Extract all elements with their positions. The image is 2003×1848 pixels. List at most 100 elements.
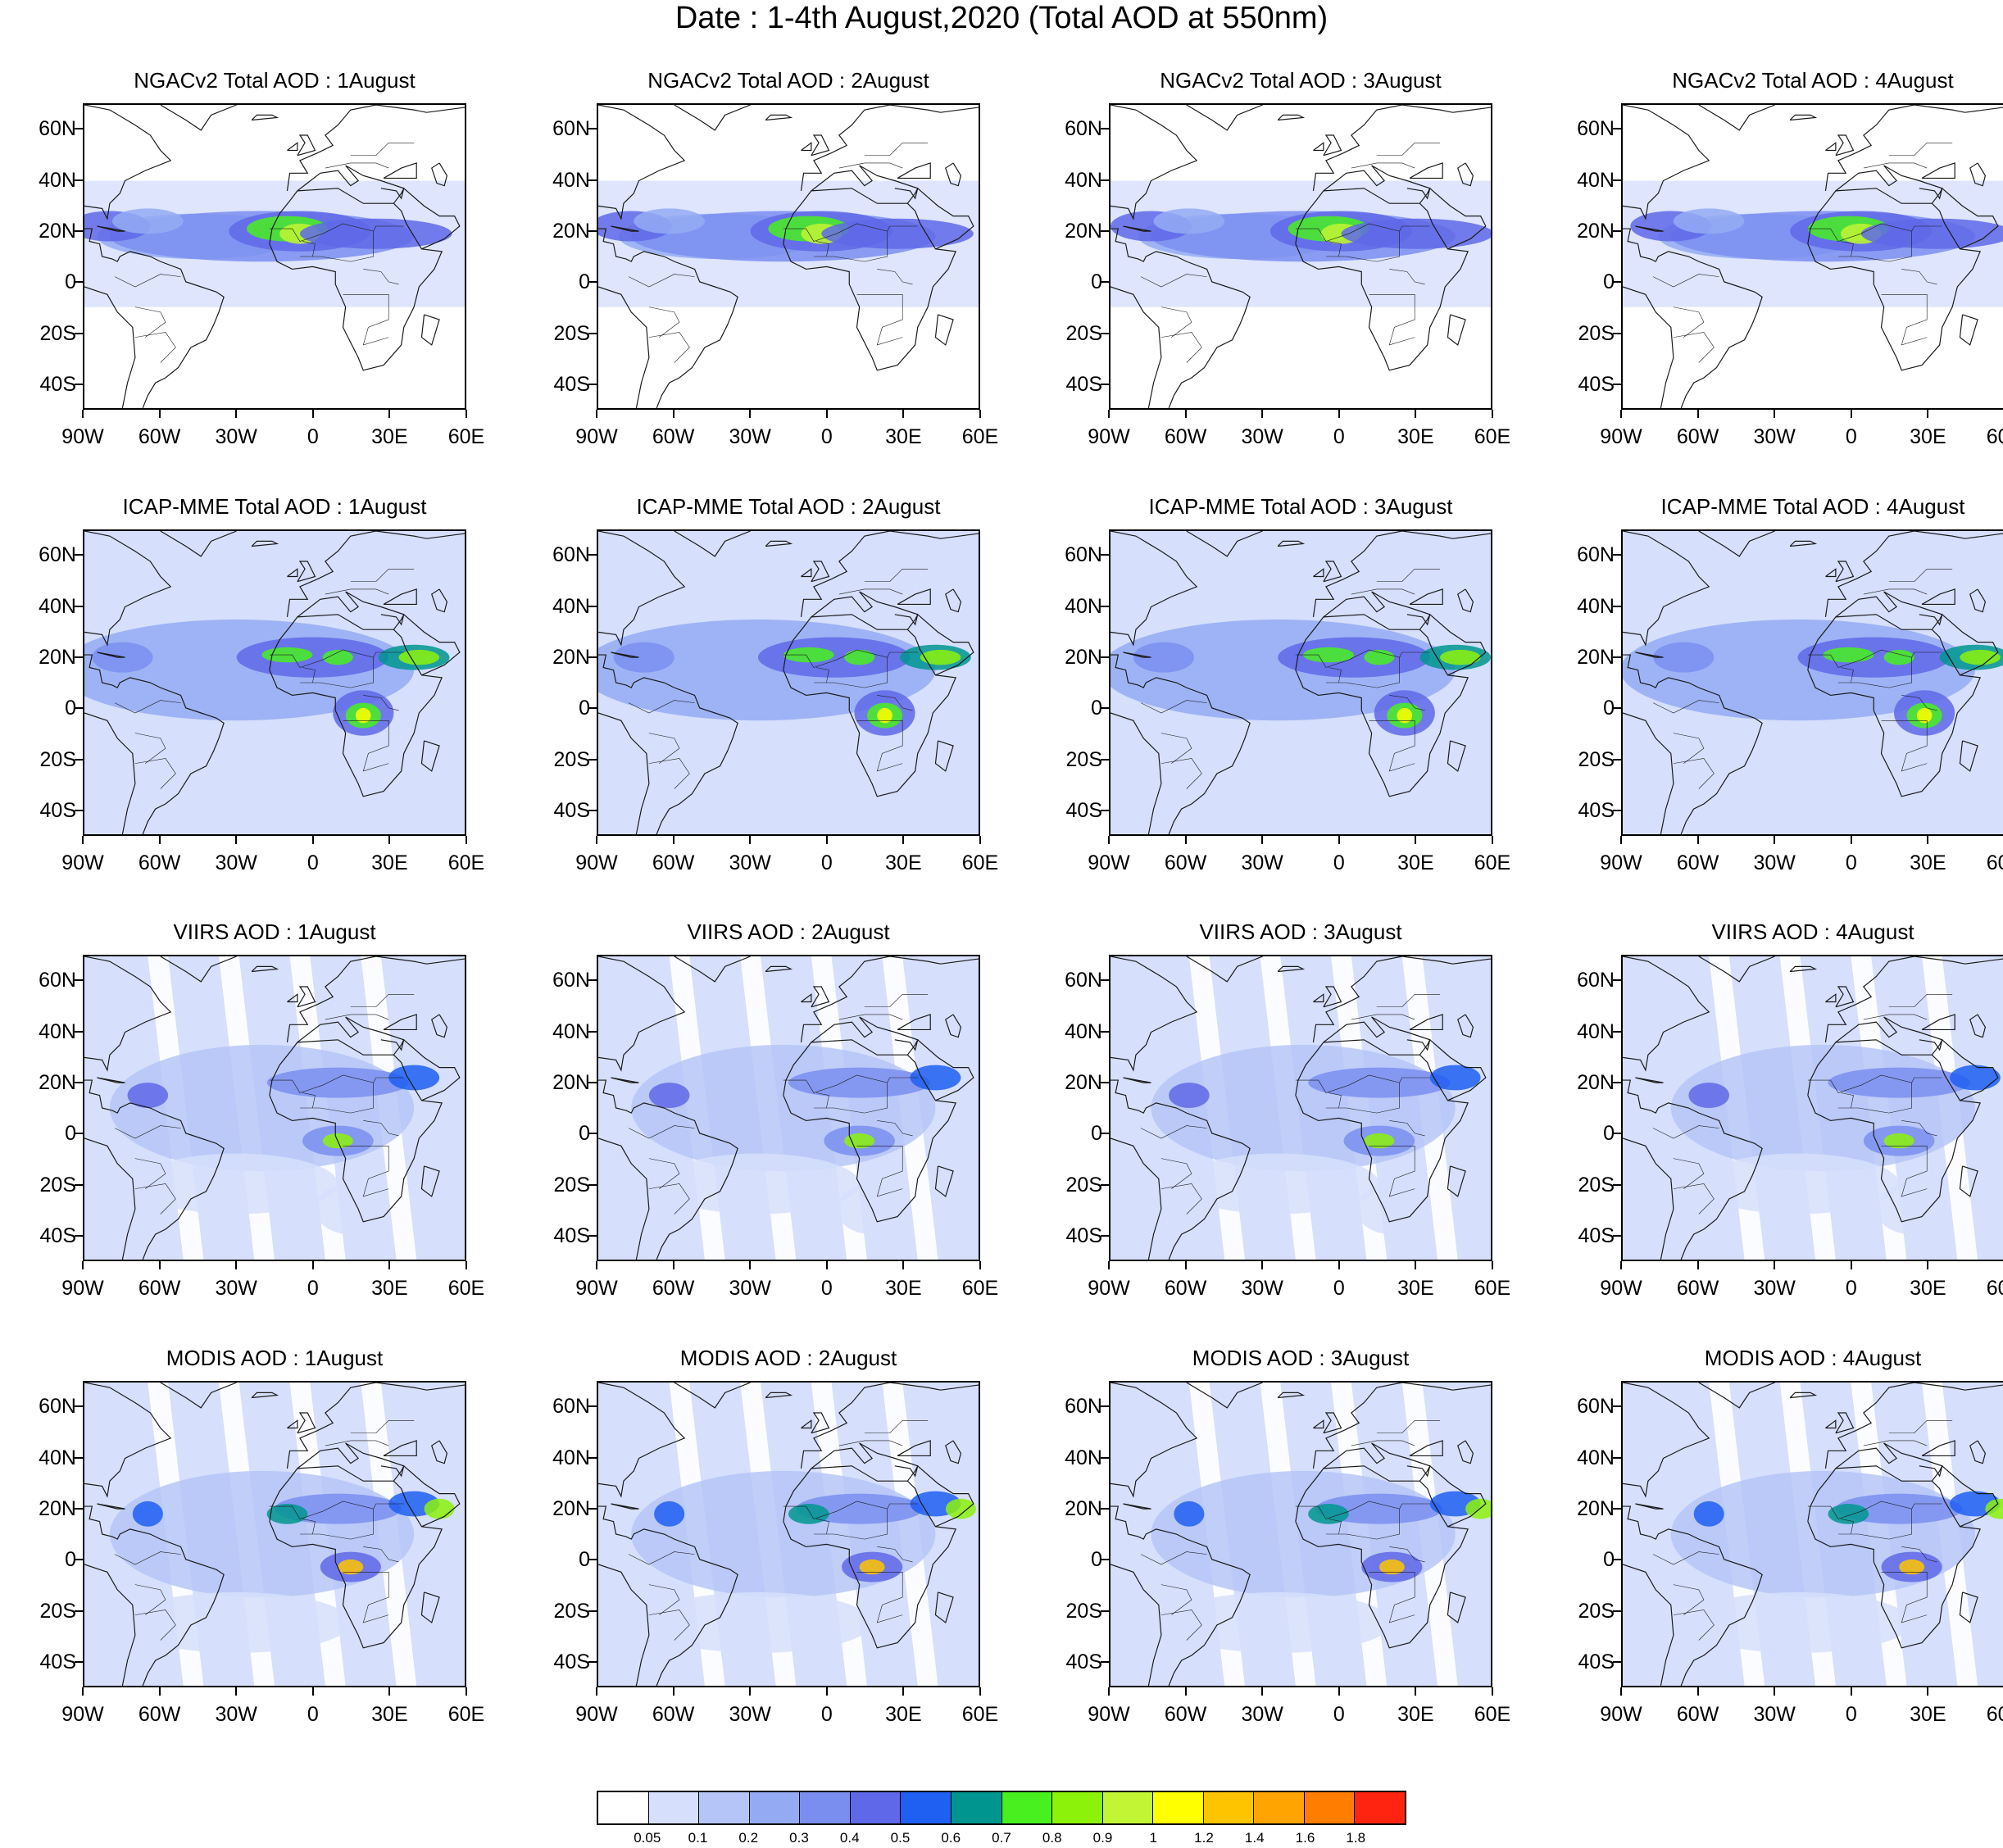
latitude-label: 40N <box>39 1019 76 1043</box>
country-border <box>1351 162 1415 169</box>
coastline <box>1623 228 1763 408</box>
country-border <box>1901 269 1937 285</box>
latitude-tick <box>75 809 83 811</box>
latitude-label: 20S <box>39 1599 76 1623</box>
coastline <box>1825 142 1837 152</box>
longitude-label: 60W <box>1164 851 1207 874</box>
coastline <box>1111 1079 1251 1260</box>
latitude-tick <box>75 179 83 181</box>
longitude-tick <box>388 1687 391 1696</box>
country-border <box>269 1501 374 1540</box>
latitude-tick <box>1613 1507 1621 1510</box>
longitude-tick <box>388 410 391 418</box>
coastline <box>160 105 237 131</box>
coastline <box>1825 993 1837 1003</box>
coastline <box>945 162 962 187</box>
coastline <box>286 105 465 191</box>
coastline <box>765 965 793 973</box>
latitude-tick <box>588 707 597 710</box>
latitude-label: 0 <box>1091 1548 1102 1572</box>
longitude-label: 30E <box>1397 851 1434 874</box>
map-panel-icap-mme-2: ICAP-MME Total AOD : 2August 60N 40N 20N 0 20… <box>533 490 1024 900</box>
country-border <box>648 1584 680 1615</box>
latitude-label: 40S <box>39 1650 76 1673</box>
coastline <box>800 956 979 1042</box>
longitude-label: 30W <box>1753 1277 1796 1300</box>
longitude-tick <box>1108 1261 1110 1269</box>
latitude-label: 40S <box>1065 798 1102 822</box>
coastline <box>1959 314 1978 346</box>
coastline <box>269 1039 443 1223</box>
latitude-label: 40N <box>1065 1446 1102 1469</box>
country-border <box>1160 332 1202 363</box>
country-border <box>343 1572 389 1623</box>
coastline <box>1623 105 1710 220</box>
coastline <box>1457 1014 1474 1038</box>
aod-plume <box>1429 1065 1481 1091</box>
coastline <box>297 1412 316 1434</box>
latitude-tick <box>75 1183 83 1186</box>
country-border <box>1376 1420 1441 1433</box>
latitude-label: 40S <box>553 1224 590 1247</box>
colorbar-swatch <box>1102 1792 1154 1823</box>
latitude-label: 60N <box>39 969 76 992</box>
country-border <box>350 569 415 582</box>
coastline <box>97 652 125 658</box>
latitude-label: 0 <box>1603 1122 1615 1146</box>
longitude-label: 60W <box>138 851 181 874</box>
coastline <box>906 1464 974 1528</box>
country-border <box>325 162 389 169</box>
latitude-label: 40N <box>1065 168 1102 192</box>
latitude-label: 20S <box>1578 1599 1615 1623</box>
latitude-tick <box>1101 1559 1109 1561</box>
coastline <box>383 162 417 179</box>
longitude-label: 60W <box>1164 1703 1207 1726</box>
country-border <box>1399 1503 1430 1510</box>
coastline <box>1789 114 1818 121</box>
latitude-tick <box>588 1133 597 1135</box>
aod-plume <box>388 1065 440 1091</box>
country-border <box>134 332 176 363</box>
latitude-label: 20S <box>553 1173 590 1196</box>
latitude-tick <box>1613 707 1621 710</box>
country-border <box>1328 241 1342 257</box>
latitude-label: 20N <box>552 219 590 243</box>
longitude-label: 60W <box>1676 425 1719 448</box>
country-border <box>325 1440 389 1446</box>
latitude-tick <box>1613 229 1621 232</box>
country-border <box>1399 225 1430 232</box>
longitude-tick <box>749 410 752 418</box>
aod-map <box>83 529 466 836</box>
coastline <box>1323 1412 1342 1434</box>
coastline <box>1698 1383 1775 1409</box>
map-panel-modis-4: MODIS AOD : 4August 60N 40N 20N 0 20S 40S 90W 60… <box>1557 1342 2003 1751</box>
latitude-tick <box>1101 1660 1109 1663</box>
latitude-label: 20N <box>1577 1496 1615 1520</box>
coastline <box>84 654 225 834</box>
colorbar-swatch <box>1153 1792 1204 1823</box>
coastline <box>1623 286 1674 408</box>
coastline <box>1295 1465 1469 1649</box>
aod-plume <box>1356 1183 1428 1235</box>
coastline <box>269 188 443 371</box>
aod-plume <box>1673 208 1745 234</box>
latitude-label: 40S <box>1578 798 1615 822</box>
longitude-tick <box>1620 1687 1622 1696</box>
country-border <box>1328 1092 1342 1109</box>
aod-plume <box>1688 1083 1729 1108</box>
aod-plume <box>910 1065 961 1091</box>
country-border <box>363 1546 399 1563</box>
country-border <box>1328 1519 1342 1535</box>
coastline <box>1111 654 1251 834</box>
map-panel-ngacv2-2: NGACv2 Total AOD : 2August 60N 40N 20N 0 20S 4… <box>533 64 1024 474</box>
coastline <box>1835 1442 1943 1478</box>
coastline <box>1111 1564 1162 1686</box>
longitude-tick <box>1620 410 1622 418</box>
aod-plume <box>1883 1133 1914 1149</box>
latitude-label: 60N <box>552 117 590 141</box>
longitude-tick <box>1696 1261 1699 1269</box>
country-border <box>134 1183 176 1215</box>
country-border <box>838 588 903 595</box>
country-border <box>1295 223 1400 262</box>
coastline <box>906 187 974 250</box>
